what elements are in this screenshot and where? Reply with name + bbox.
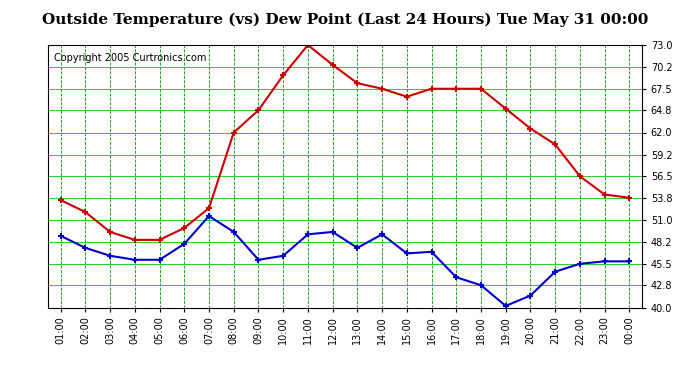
Text: Outside Temperature (vs) Dew Point (Last 24 Hours) Tue May 31 00:00: Outside Temperature (vs) Dew Point (Last…: [42, 13, 648, 27]
Text: Copyright 2005 Curtronics.com: Copyright 2005 Curtronics.com: [55, 53, 206, 63]
